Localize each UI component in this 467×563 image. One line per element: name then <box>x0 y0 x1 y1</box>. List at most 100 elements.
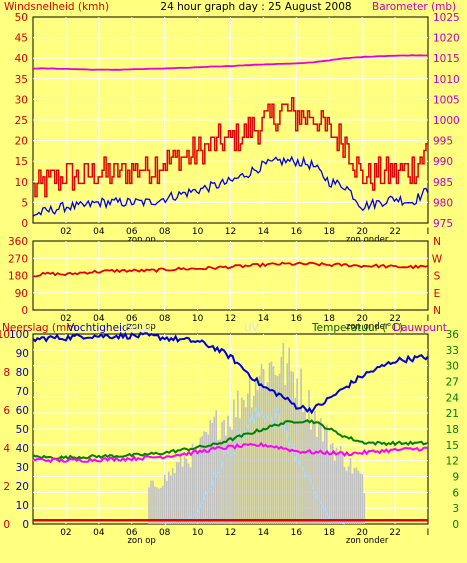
solar-bar <box>280 357 283 524</box>
humidity-tick-label: 80 <box>16 367 29 379</box>
x-tick-label: 12 <box>225 528 236 538</box>
solar-bar <box>175 461 178 524</box>
solar-bar <box>207 434 210 524</box>
solar-bar <box>195 445 198 524</box>
solar-bar <box>312 421 314 524</box>
temperature-tick-label: 24 <box>446 392 460 404</box>
wind-tick-label: 50 <box>15 12 28 24</box>
solar-bar <box>158 488 160 524</box>
solar-bar <box>268 362 271 524</box>
x-tick-label: 08 <box>159 227 171 237</box>
solar-bar <box>160 487 162 524</box>
direction-tick-label: 90 <box>15 288 28 300</box>
x-tick-label: 10 <box>192 528 204 538</box>
solar-bar <box>322 441 324 524</box>
temperature-tick-label: 30 <box>446 361 459 373</box>
solar-bar <box>223 420 225 524</box>
x-tick-label: 18 <box>324 227 336 237</box>
solar-bar <box>349 458 352 524</box>
solar-bar <box>361 474 364 524</box>
barometer-axis-label: Barometer (mb) <box>372 1 456 13</box>
sunset-label: zon onder <box>346 322 389 332</box>
dewpoint-line <box>32 441 429 464</box>
temperature-tick-label: 12 <box>446 456 459 468</box>
temperature-tick-label: 6 <box>452 487 459 499</box>
temperature-tick-label: 27 <box>446 377 459 389</box>
humidity-tick-label: 50 <box>16 424 29 436</box>
x-tick-label: 02 <box>60 528 71 538</box>
solar-bar <box>219 439 221 524</box>
humidity-tick-label: 10 <box>16 500 29 512</box>
solar-bar <box>215 410 217 524</box>
solar-bar <box>199 437 202 524</box>
x-tick-label: 18 <box>324 314 336 324</box>
solar-bar <box>237 390 239 524</box>
barometer-tick-label: 985 <box>433 177 453 189</box>
humidity-tick-label: 0 <box>22 519 29 531</box>
solar-bar <box>229 426 231 524</box>
solar-bar <box>189 467 192 524</box>
x-tick-label: 20 <box>356 314 368 324</box>
solar-bar <box>320 418 322 524</box>
x-tick-label: 12 <box>225 314 236 324</box>
solar-bar <box>306 420 308 524</box>
temperature-line <box>32 418 429 461</box>
wind-tick-label: 20 <box>15 136 28 148</box>
temperature-tick-label: 0 <box>452 519 459 531</box>
dewpoint-axis-label: Dauwpunt <box>393 322 447 334</box>
compass-label: E <box>434 288 441 300</box>
barometer-tick-label: 995 <box>433 136 453 148</box>
solar-bar <box>308 389 310 524</box>
rain-axis-label: Neerslag (mm <box>2 322 76 334</box>
solar-bar <box>156 487 158 524</box>
solar-bar <box>274 374 277 524</box>
solar-axis-label: Solar <box>125 322 152 334</box>
x-tick-label: 06 <box>126 227 138 237</box>
solar-bar <box>177 462 180 524</box>
solar-bar <box>221 421 223 524</box>
barometer-tick-label: 980 <box>433 197 453 209</box>
solar-bar <box>154 486 156 524</box>
x-tick-label: 22 <box>389 314 400 324</box>
wind-average-line <box>32 155 429 217</box>
solar-bar <box>335 447 338 524</box>
solar-bar <box>286 363 289 524</box>
solar-bar <box>191 443 194 524</box>
x-tick-label: 04 <box>93 528 105 538</box>
x-tick-label: 16 <box>291 528 303 538</box>
x-tick-label: 14 <box>258 314 270 324</box>
solar-bar <box>264 387 267 524</box>
wind-barometer-panel: 0510152025303540455097598098599099510001… <box>15 12 460 245</box>
solar-bar <box>152 480 154 524</box>
solar-bar <box>203 431 206 524</box>
solar-bar <box>353 468 356 524</box>
barometer-tick-label: 1000 <box>433 115 460 127</box>
direction-tick-label: 360 <box>8 236 28 248</box>
solar-bar <box>181 466 184 524</box>
rain-tick-label: 8 <box>3 367 10 379</box>
x-tick-label: 10 <box>192 227 204 237</box>
wind-tick-label: 45 <box>15 33 28 45</box>
x-tick-label: I <box>427 227 430 237</box>
x-tick-label: 08 <box>159 528 171 538</box>
barometer-tick-label: 1010 <box>433 74 460 86</box>
x-tick-label: 04 <box>93 314 105 324</box>
temperature-tick-label: 18 <box>446 424 459 436</box>
solar-bar <box>256 390 259 524</box>
x-tick-label: 12 <box>225 227 236 237</box>
solar-bar <box>169 475 172 524</box>
humidity-axis-label: Vochtigheid <box>67 322 129 334</box>
barometer-tick-label: 990 <box>433 156 453 168</box>
x-tick-label: 16 <box>291 227 303 237</box>
solar-bar <box>331 443 334 524</box>
x-tick-label: 14 <box>258 227 270 237</box>
solar-bar <box>227 415 229 524</box>
solar-bar <box>326 425 328 524</box>
solar-bar <box>187 463 190 524</box>
x-tick-label: 08 <box>159 314 171 324</box>
solar-bar <box>300 368 302 524</box>
solar-bar <box>248 376 251 524</box>
solar-bar <box>193 448 196 524</box>
solar-bar <box>337 452 340 524</box>
